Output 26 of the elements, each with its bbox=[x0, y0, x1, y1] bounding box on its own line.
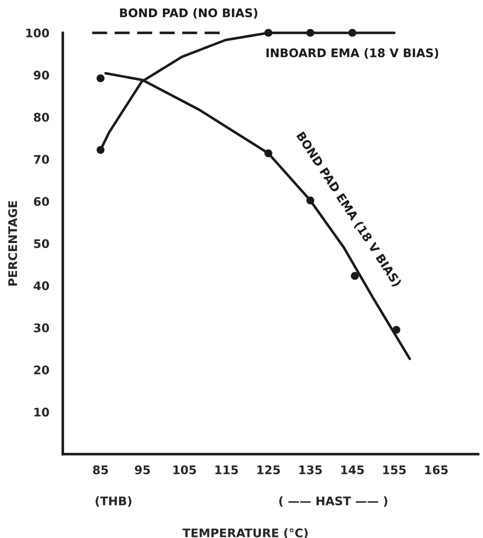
y-tick-label: 40 bbox=[34, 281, 50, 290]
series-label: BOND PAD (NO BIAS) bbox=[120, 8, 258, 19]
y-tick-label: 80 bbox=[34, 112, 50, 122]
y-tick-label: 90 bbox=[34, 70, 50, 80]
y-axis-title: PERCENTAGE bbox=[8, 201, 18, 286]
x-tick-label: 125 bbox=[257, 465, 280, 474]
x-tick-label: 95 bbox=[134, 465, 150, 474]
x-tick-label: 115 bbox=[215, 466, 238, 474]
y-tick-label: 50 bbox=[34, 239, 50, 248]
y-tick-label: 10 bbox=[34, 408, 50, 417]
point bbox=[350, 272, 359, 280]
y-tick-label: 60 bbox=[34, 197, 50, 206]
y-tick-label: 20 bbox=[34, 366, 50, 374]
x-tick-label: 145 bbox=[341, 466, 364, 474]
x-tick-label: 85 bbox=[93, 465, 108, 474]
series-label: INBOARD EMA (18 V BIAS) bbox=[266, 48, 438, 59]
text: (THB) bbox=[96, 496, 132, 507]
point bbox=[96, 74, 105, 82]
y-tick-label: 70 bbox=[34, 154, 50, 164]
x-tick-label: 155 bbox=[383, 466, 406, 474]
x-tick-label: 105 bbox=[173, 465, 196, 474]
x-tick-label: 165 bbox=[425, 465, 448, 474]
y-tick-label: 30 bbox=[34, 323, 50, 332]
y-tick-label: 100 bbox=[26, 28, 50, 38]
text: ( —— HAST —— ) bbox=[279, 496, 388, 507]
x-tick-label: 135 bbox=[299, 465, 322, 474]
